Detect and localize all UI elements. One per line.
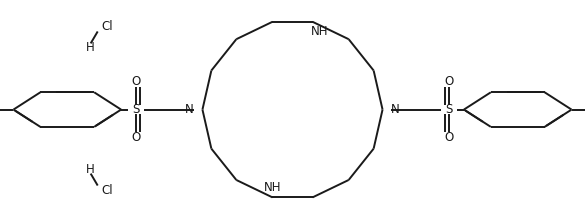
Text: Cl: Cl <box>101 20 113 33</box>
Text: O: O <box>445 131 454 144</box>
Text: O: O <box>131 131 140 144</box>
Text: H: H <box>87 41 95 54</box>
Text: H: H <box>87 163 95 176</box>
Text: Cl: Cl <box>101 184 113 197</box>
Text: O: O <box>131 75 140 88</box>
Text: O: O <box>445 75 454 88</box>
Text: N: N <box>185 103 194 116</box>
Text: N: N <box>391 103 400 116</box>
Text: S: S <box>446 103 453 116</box>
Text: NH: NH <box>311 25 328 38</box>
Text: NH: NH <box>264 181 281 194</box>
Text: S: S <box>132 103 139 116</box>
